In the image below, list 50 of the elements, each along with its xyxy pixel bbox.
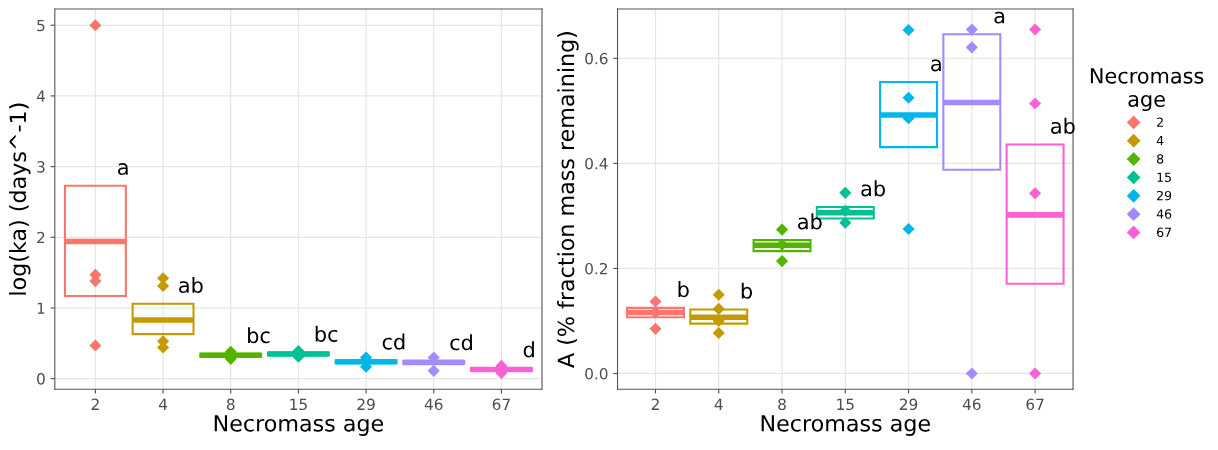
x-axis-title: Necromass age: [214, 415, 384, 436]
annotation: a: [931, 59, 941, 72]
x-tick-label: 8: [778, 398, 786, 411]
annotation: a: [118, 163, 128, 176]
annotation: cd: [450, 334, 472, 351]
annotation: ab: [798, 213, 822, 230]
annotation: bc: [248, 327, 270, 344]
x-axis-title: Necromass age: [761, 415, 930, 436]
x-tick-label: 67: [492, 398, 510, 411]
x-tick-label: 2: [91, 398, 99, 410]
y-tick-label: 5: [37, 19, 45, 32]
x-tick-label: 2: [651, 398, 659, 410]
annotation: ab: [861, 180, 885, 197]
x-tick-label: 29: [899, 398, 918, 411]
y-tick-label: 2: [37, 231, 45, 244]
annotation: bc: [315, 325, 338, 342]
annotation: d: [523, 341, 534, 358]
legend-label: 29: [1157, 190, 1172, 201]
y-tick-label: 3: [37, 161, 45, 173]
y-tick-label: 0.0: [585, 367, 608, 380]
legend-title: Necromass age: [1090, 68, 1204, 112]
y-tick-label: 1: [37, 302, 45, 314]
legend-label: 8: [1156, 154, 1164, 164]
legend-label: 46: [1156, 209, 1172, 219]
x-tick-label: 15: [290, 398, 307, 411]
x-tick-label: 29: [357, 398, 375, 411]
x-tick-label: 4: [714, 398, 723, 410]
x-tick-label: 67: [1026, 398, 1044, 411]
y-tick-label: 4: [36, 90, 45, 102]
annotation: a: [994, 11, 1005, 24]
legend-label: 67: [1157, 227, 1171, 238]
y-tick-label: 0.4: [585, 157, 608, 170]
annotation: b: [678, 281, 689, 298]
annotation: b: [741, 282, 753, 299]
x-tick-label: 15: [837, 398, 854, 411]
y-axis-title: A (% fraction mass remaining): [557, 32, 579, 368]
x-tick-label: 46: [424, 398, 443, 411]
legend-label: 2: [1157, 117, 1163, 127]
y-tick-label: 0.6: [585, 52, 608, 65]
y-tick-label: 0: [37, 373, 45, 385]
x-tick-label: 4: [158, 398, 168, 410]
annotation: ab: [1051, 117, 1075, 134]
legend-label: 4: [1156, 136, 1164, 146]
legend-label: 15: [1157, 172, 1171, 182]
x-tick-label: 8: [226, 398, 235, 411]
annotation: ab: [179, 276, 203, 294]
y-tick-label: 0.2: [585, 262, 607, 275]
annotation: cd: [382, 333, 405, 350]
x-tick-label: 46: [962, 398, 981, 411]
y-axis-title: log(ka) (days^-1): [9, 103, 31, 295]
